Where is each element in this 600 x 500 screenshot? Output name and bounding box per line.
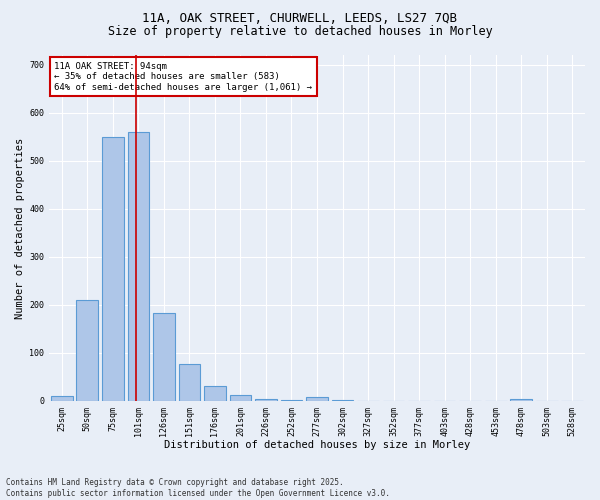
Bar — [332, 400, 353, 401]
Bar — [153, 313, 175, 401]
Y-axis label: Number of detached properties: Number of detached properties — [15, 138, 25, 318]
X-axis label: Distribution of detached houses by size in Morley: Distribution of detached houses by size … — [164, 440, 470, 450]
Bar — [511, 398, 532, 401]
Bar — [179, 364, 200, 401]
Bar — [51, 396, 73, 401]
Bar — [230, 395, 251, 401]
Bar — [128, 132, 149, 401]
Bar — [255, 398, 277, 401]
Bar — [306, 396, 328, 401]
Text: 11A OAK STREET: 94sqm
← 35% of detached houses are smaller (583)
64% of semi-det: 11A OAK STREET: 94sqm ← 35% of detached … — [55, 62, 313, 92]
Text: 11A, OAK STREET, CHURWELL, LEEDS, LS27 7QB: 11A, OAK STREET, CHURWELL, LEEDS, LS27 7… — [143, 12, 458, 26]
Bar — [102, 136, 124, 401]
Text: Contains HM Land Registry data © Crown copyright and database right 2025.
Contai: Contains HM Land Registry data © Crown c… — [6, 478, 390, 498]
Bar — [76, 300, 98, 401]
Text: Size of property relative to detached houses in Morley: Size of property relative to detached ho… — [107, 25, 493, 38]
Bar — [204, 386, 226, 401]
